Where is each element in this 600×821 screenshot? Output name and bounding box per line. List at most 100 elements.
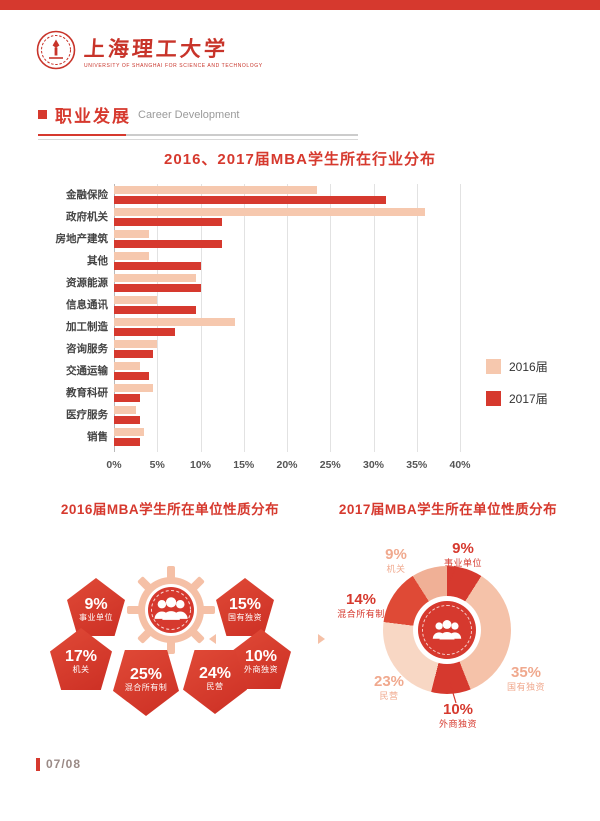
badge-事业单位: 9% 事业单位 xyxy=(67,578,125,636)
chart-legend: 2016届 2017届 xyxy=(486,358,548,422)
x-axis-tick-label: 25% xyxy=(319,459,341,471)
bar-2017届-资源能源 xyxy=(114,284,201,292)
donut-label-外商独资: 10% 外商独资 xyxy=(439,702,477,730)
x-axis-tick-label: 30% xyxy=(362,459,384,471)
donut-label-事业单位: 9% 事业单位 xyxy=(444,541,482,569)
university-seal-icon xyxy=(36,30,76,75)
bar-2016届-加工制造 xyxy=(114,318,235,326)
section-title-en: Career Development xyxy=(138,108,240,121)
badge-percent: 9% xyxy=(84,596,108,613)
university-wordmark: 上海理工大学 UNIVERSITY OF SHANGHAI FOR SCIENC… xyxy=(83,37,263,69)
x-axis-tick-label: 15% xyxy=(233,459,255,471)
legend-label: 2017届 xyxy=(509,392,548,406)
category-label: 加工制造 xyxy=(66,321,108,333)
badge-label: 外商独资 xyxy=(244,665,278,674)
unit-donut-chart-2017: 9% 事业单位 35% 国有独资 10% 外商独资 23% 民营 14% 混合所有制 9% 机关 xyxy=(320,535,590,750)
industry-chart-title: 2016、2017届MBA学生所在行业分布 xyxy=(164,151,436,168)
category-label: 医疗服务 xyxy=(66,409,108,421)
bar-2017届-房地产建筑 xyxy=(114,240,222,248)
grid-line xyxy=(416,184,418,452)
bar-2017届-政府机关 xyxy=(114,218,222,226)
chevron-right-icon xyxy=(318,634,325,644)
bar-2016届-资源能源 xyxy=(114,274,196,282)
category-label: 交通运输 xyxy=(66,365,108,377)
bar-2016届-销售 xyxy=(114,428,144,436)
chevron-left-icon xyxy=(209,634,216,644)
bar-2016届-交通运输 xyxy=(114,362,140,370)
bar-2017届-加工制造 xyxy=(114,328,175,336)
grid-line xyxy=(287,184,288,452)
unit-badge-cluster-2016: 9% 事业单位 15% 国有独资 17% 机关 10% 外商独资 25% 混合所有制 24% 民营 xyxy=(30,535,325,750)
donut-center-people-icon xyxy=(418,601,476,659)
bar-2017届-销售 xyxy=(114,438,140,446)
donut-label-国有独资: 35% 国有独资 xyxy=(507,665,545,693)
legend-swatch xyxy=(486,391,501,406)
section-underline-primary xyxy=(38,134,358,136)
bar-2017届-教育科研 xyxy=(114,394,140,402)
bar-2016届-金融保险 xyxy=(114,186,317,194)
badge-label: 民营 xyxy=(206,682,224,691)
x-axis-tick-label: 40% xyxy=(449,459,471,471)
donut-percent: 14% xyxy=(345,591,377,608)
badge-label: 事业单位 xyxy=(79,613,113,622)
section-bullet-icon xyxy=(38,109,47,119)
university-logo: 上海理工大学 UNIVERSITY OF SHANGHAI FOR SCIENC… xyxy=(36,30,263,75)
page-footer: 07/08 xyxy=(36,757,81,771)
donut-percent: 10% xyxy=(442,701,474,718)
category-label: 信息通讯 xyxy=(66,299,108,311)
donut-percent: 23% xyxy=(373,673,405,690)
legend-item: 2016届 xyxy=(486,358,548,375)
category-label: 资源能源 xyxy=(66,277,108,289)
bar-2017届-其他 xyxy=(114,262,201,270)
category-label: 其他 xyxy=(87,255,108,267)
category-label: 金融保险 xyxy=(66,189,108,201)
badge-机关: 17% 机关 xyxy=(50,628,112,690)
grid-line xyxy=(373,184,375,452)
page-number: 07/08 xyxy=(46,757,82,771)
donut-slice-label: 民营 xyxy=(379,691,399,701)
x-axis-tick-label: 20% xyxy=(276,459,298,471)
top-accent-bar xyxy=(0,0,600,10)
badge-label: 国有独资 xyxy=(228,613,262,622)
bar-2017届-医疗服务 xyxy=(114,416,140,424)
footer-accent-bar xyxy=(36,757,40,771)
category-label: 房地产建筑 xyxy=(55,233,109,245)
x-axis-tick-label: 10% xyxy=(189,459,211,471)
bar-2017届-金融保险 xyxy=(114,196,386,204)
x-axis-tick-label: 5% xyxy=(149,459,165,471)
donut-slice-label: 事业单位 xyxy=(443,558,483,568)
unit-chart-title-2017: 2017届MBA学生所在单位性质分布 xyxy=(338,502,558,517)
section-title-cn: 职业发展 xyxy=(55,107,131,126)
donut-percent: 35% xyxy=(510,664,542,681)
donut-percent: 9% xyxy=(452,540,474,557)
bar-2016届-教育科研 xyxy=(114,384,153,392)
bar-2016届-其他 xyxy=(114,252,149,260)
bar-2016届-政府机关 xyxy=(114,208,425,216)
grid-line xyxy=(460,184,461,452)
donut-label-混合所有制: 14% 混合所有制 xyxy=(337,592,385,620)
badge-percent: 15% xyxy=(228,596,262,613)
people-icon xyxy=(154,597,188,620)
industry-bar-chart: 0% 5% 10% 15% 20% 25% 30% 35% 40% 金融保险 政府机关 房地产建筑 其他… xyxy=(34,184,504,484)
bar-2016届-咨询服务 xyxy=(114,340,157,348)
legend-item: 2017届 xyxy=(486,390,548,407)
donut-label-民营: 23% 民营 xyxy=(374,674,404,702)
badge-percent: 25% xyxy=(129,666,163,683)
badge-percent: 17% xyxy=(64,648,98,665)
badge-民营: 24% 民营 xyxy=(183,650,247,714)
university-name-en: UNIVERSITY OF SHANGHAI FOR SCIENCE AND T… xyxy=(84,62,263,69)
bar-2017届-信息通讯 xyxy=(114,306,196,314)
unit-chart-title-2016: 2016届MBA学生所在单位性质分布 xyxy=(60,502,280,517)
badge-混合所有制: 25% 混合所有制 xyxy=(113,650,179,716)
section-underline-secondary xyxy=(38,139,358,140)
section-header: 职业发展 Career Development xyxy=(38,102,358,140)
x-axis-tick-label: 0% xyxy=(106,459,122,471)
category-label: 教育科研 xyxy=(66,387,108,399)
donut-percent: 9% xyxy=(385,546,407,563)
bar-2016届-信息通讯 xyxy=(114,296,157,304)
donut-slice-label: 混合所有制 xyxy=(337,609,385,619)
badge-国有独资: 15% 国有独资 xyxy=(216,578,274,636)
bar-2017届-咨询服务 xyxy=(114,350,153,358)
bar-2016届-房地产建筑 xyxy=(114,230,149,238)
